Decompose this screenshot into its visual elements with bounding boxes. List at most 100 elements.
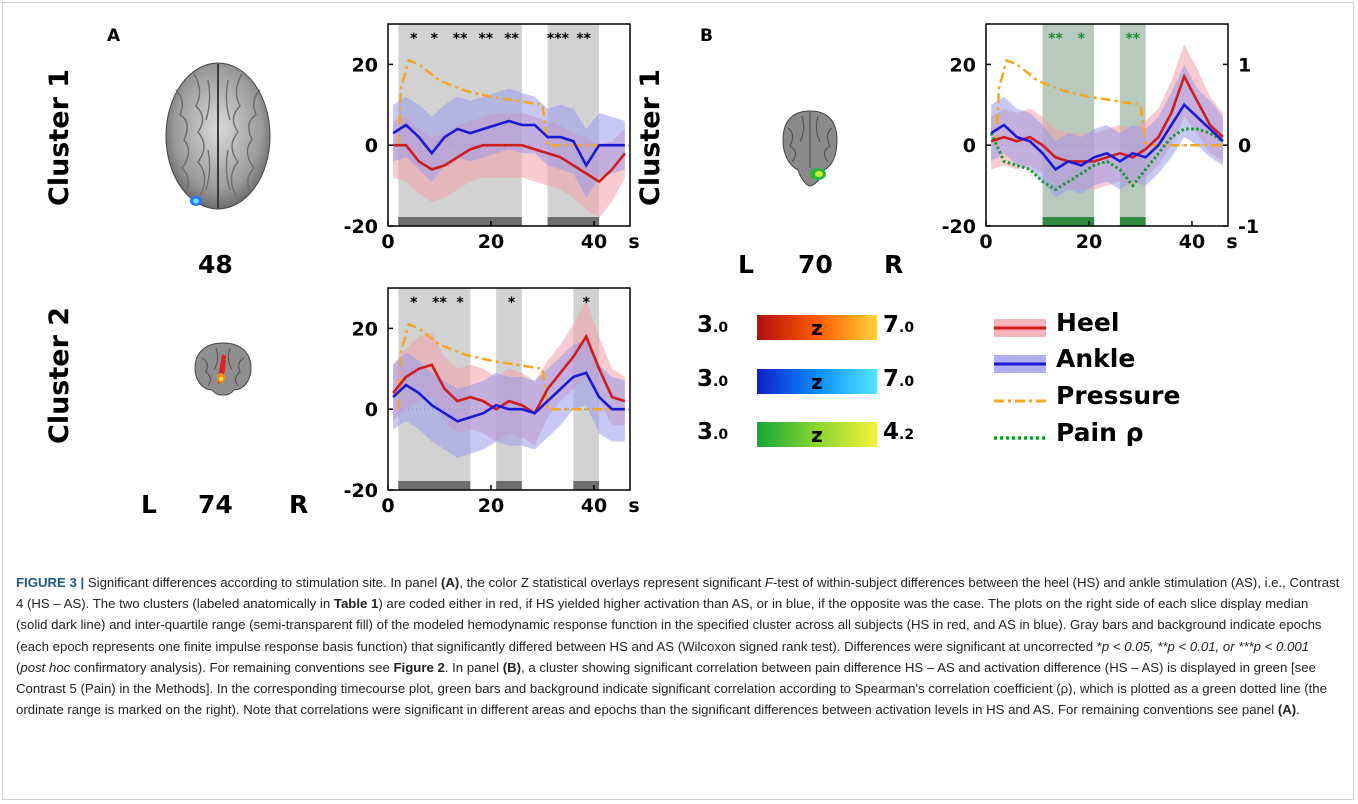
colorbar-red: 3.0 z 7.0 bbox=[697, 312, 937, 342]
y-tick-label: -20 bbox=[344, 480, 378, 502]
heel-median-line bbox=[392, 333, 626, 416]
heel-median-line bbox=[393, 143, 626, 184]
x-tick-label: 0 bbox=[381, 231, 394, 253]
legend-heel-swatch bbox=[994, 319, 1046, 337]
cluster-2-label-a: Cluster 2 bbox=[44, 306, 75, 444]
legend-ankle-label: Ankle bbox=[1056, 344, 1136, 373]
x-tick-label: 20 bbox=[1076, 231, 1102, 253]
colorbar-red-min: 3.0 bbox=[697, 312, 729, 338]
legend-ankle-swatch bbox=[994, 355, 1046, 373]
panel-a-label: A bbox=[107, 26, 121, 46]
y-tick-label: 20 bbox=[950, 54, 976, 76]
ankle-median-line bbox=[392, 119, 625, 168]
significance-star: ** bbox=[1048, 31, 1063, 47]
legend-pain-label: Pain ρ bbox=[1056, 418, 1144, 447]
colorbar-blue-gradient: z bbox=[757, 369, 877, 394]
x-unit-label: s bbox=[1226, 231, 1237, 253]
legend-heel-label: Heel bbox=[1056, 308, 1120, 337]
slice-number-a1: 48 bbox=[198, 250, 233, 279]
hemisphere-left-a2: L bbox=[141, 490, 157, 519]
legend-pressure-label: Pressure bbox=[1056, 381, 1181, 410]
colorbar-red-z: z bbox=[811, 316, 823, 340]
legend: Heel Ankle Pressure Pain ρ bbox=[994, 308, 1254, 458]
significance-star: * bbox=[410, 31, 418, 47]
brain-slice-a1 bbox=[165, 62, 271, 210]
ankle-iqr-fill bbox=[393, 88, 625, 198]
pressure-line bbox=[397, 322, 625, 411]
significance-star: ** bbox=[432, 295, 447, 311]
hemisphere-left-b1: L bbox=[738, 250, 754, 279]
colorbar-green-gradient: z bbox=[757, 422, 877, 447]
significance-star: * bbox=[431, 31, 439, 47]
significance-star: * bbox=[456, 295, 464, 311]
y-tick-label: -20 bbox=[942, 216, 976, 238]
legend-pressure-swatch bbox=[994, 399, 1046, 403]
epoch-bar bbox=[547, 217, 600, 226]
hemisphere-right-b1: R bbox=[884, 250, 904, 279]
y-tick-label: 0 bbox=[365, 399, 378, 421]
pain-rho-line bbox=[989, 127, 1224, 192]
caption-head: FIGURE 3 | bbox=[16, 575, 85, 590]
slice-number-a2: 74 bbox=[198, 490, 233, 519]
brain-slice-b1 bbox=[782, 110, 838, 187]
pressure-line bbox=[397, 58, 625, 147]
x-tick-label: 40 bbox=[581, 231, 607, 253]
hemisphere-right-a2: R bbox=[289, 490, 309, 519]
x-tick-label: 40 bbox=[581, 495, 607, 517]
y-tick-label: 20 bbox=[352, 318, 378, 340]
panel-b-label: B bbox=[700, 26, 713, 46]
significance-star: ** bbox=[504, 31, 519, 47]
ankle-iqr-fill bbox=[991, 64, 1223, 198]
colorbar-blue: 3.0 z 7.0 bbox=[697, 366, 937, 396]
right-tick-label: 1 bbox=[1238, 54, 1251, 76]
significance-star: ** bbox=[1125, 31, 1140, 47]
x-tick-label: 40 bbox=[1179, 231, 1205, 253]
x-unit-label: s bbox=[628, 495, 639, 517]
figure-caption: FIGURE 3 | Significant differences accor… bbox=[16, 575, 1340, 718]
colorbar-blue-min: 3.0 bbox=[697, 366, 729, 392]
significance-star: ** bbox=[479, 31, 494, 47]
y-tick-label: 20 bbox=[352, 54, 378, 76]
epoch-bar bbox=[496, 481, 522, 490]
legend-pain-swatch bbox=[994, 436, 1046, 440]
pressure-line bbox=[995, 58, 1223, 147]
ankle-median-line bbox=[990, 102, 1224, 172]
epoch-bar bbox=[1042, 217, 1095, 226]
epoch-bar bbox=[398, 481, 471, 490]
y-tick-label: 0 bbox=[963, 135, 976, 157]
ankle-iqr-fill bbox=[393, 340, 625, 458]
colorbar-green-max: 4.2 bbox=[883, 419, 915, 445]
colorbar-blue-z: z bbox=[811, 370, 823, 394]
epoch-bar bbox=[1119, 217, 1146, 226]
epoch-bar bbox=[398, 217, 522, 226]
brain-slice-a2 bbox=[194, 342, 252, 396]
ankle-median-line bbox=[392, 371, 625, 423]
significance-star: * bbox=[1078, 31, 1086, 47]
right-tick-label: -1 bbox=[1238, 216, 1259, 238]
plot-frame bbox=[985, 23, 1229, 227]
significance-star: * bbox=[410, 295, 418, 311]
significance-star: ** bbox=[453, 31, 468, 47]
significance-star: ** bbox=[576, 31, 591, 47]
plot-frame bbox=[387, 287, 631, 491]
plot-frame bbox=[387, 23, 631, 227]
heel-median-line bbox=[990, 73, 1224, 163]
colorbar-red-gradient: z bbox=[757, 315, 877, 340]
x-tick-label: 20 bbox=[478, 231, 504, 253]
colorbar-green-min: 3.0 bbox=[697, 419, 729, 445]
x-tick-label: 20 bbox=[478, 495, 504, 517]
significance-star: *** bbox=[547, 31, 570, 47]
y-tick-label: 0 bbox=[365, 135, 378, 157]
colorbar-green: 3.0 z 4.2 bbox=[697, 419, 937, 449]
right-tick-label: 0 bbox=[1238, 135, 1251, 157]
x-tick-label: 0 bbox=[381, 495, 394, 517]
colorbar-red-max: 7.0 bbox=[883, 312, 915, 338]
epoch-bar bbox=[573, 481, 600, 490]
x-tick-label: 0 bbox=[979, 231, 992, 253]
colorbar-blue-max: 7.0 bbox=[883, 366, 915, 392]
significance-star: * bbox=[508, 295, 516, 311]
